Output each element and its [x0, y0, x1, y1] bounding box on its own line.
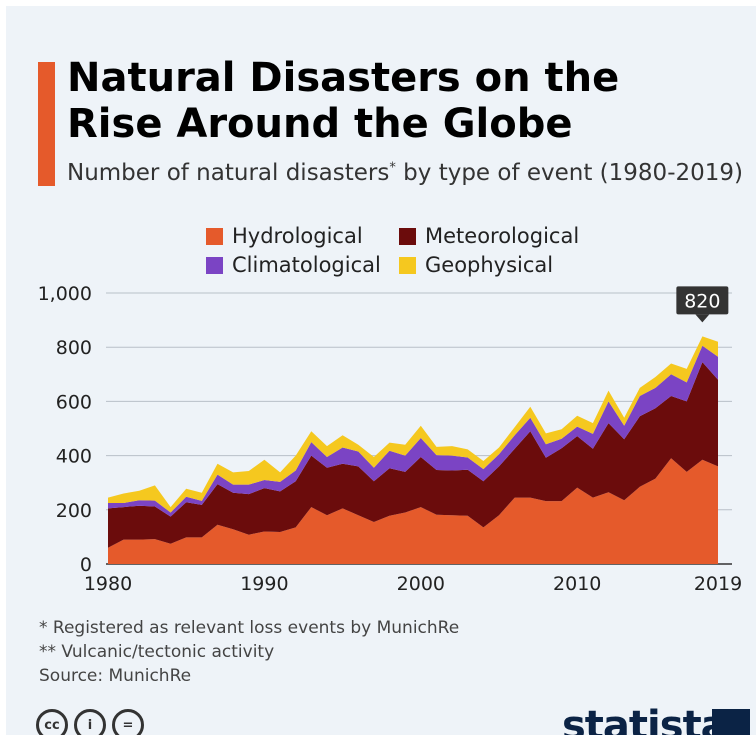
annotation-label: 820 — [684, 290, 720, 312]
x-tick-label: 2000 — [397, 573, 445, 595]
annotation-box — [676, 286, 729, 315]
source-note: Source: MunichRe — [39, 666, 192, 686]
area-hydrological — [108, 458, 718, 564]
legend-item-meteorological: Meteorological — [399, 222, 579, 250]
subtitle-text: Number of natural disasters — [67, 160, 390, 186]
attribution-icon[interactable]: i — [74, 709, 106, 735]
legend-item-geophysical: Geophysical — [399, 251, 553, 279]
y-tick-label: 200 — [56, 500, 92, 522]
legend-label-climatological: Climatological — [232, 253, 381, 277]
y-tick-label: 600 — [56, 391, 92, 413]
y-tick-label: 800 — [56, 337, 92, 359]
area-climatological — [108, 345, 718, 517]
y-tick-label: 400 — [56, 446, 92, 468]
footnotes: * Registered as relevant loss events by … — [39, 616, 459, 688]
x-tick-label: 2010 — [553, 573, 601, 595]
footnote-registered: * Registered as relevant loss events by … — [39, 618, 460, 638]
title-accent-bar — [38, 62, 55, 186]
creative-commons-icon[interactable]: cc — [36, 709, 68, 735]
subtitle-rest: by type of event (1980-2019) — [395, 160, 743, 186]
footnote-vulcanic: ** Vulcanic/tectonic activity — [39, 642, 275, 662]
legend-label-hydrological: Hydrological — [232, 224, 363, 248]
statista-logo-icon — [712, 709, 750, 735]
legend-label-meteorological: Meteorological — [425, 224, 580, 248]
y-tick-label: 1,000 — [38, 283, 92, 305]
legend-label-geophysical: Geophysical — [425, 253, 554, 277]
no-derivatives-icon[interactable]: = — [112, 709, 144, 735]
license-icons: cc i = — [36, 709, 144, 735]
y-tick-label: 0 — [80, 554, 92, 576]
annotation-pointer — [695, 314, 710, 323]
legend-swatch-meteorological — [399, 227, 416, 245]
legend-item-climatological: Climatological — [206, 251, 381, 279]
legend-swatch-climatological — [206, 256, 223, 274]
chart-subtitle: Number of natural disasters* by type of … — [67, 160, 743, 186]
area-geophysical — [108, 336, 718, 513]
x-tick-label: 1990 — [240, 573, 288, 595]
area-meteorological — [108, 362, 718, 548]
legend-item-hydrological: Hydrological — [206, 222, 363, 250]
infographic-card: Natural Disasters on the Rise Around the… — [6, 6, 756, 735]
legend-swatch-geophysical — [399, 256, 416, 274]
subtitle-footnote-mark: * — [389, 160, 396, 176]
statista-logo[interactable]: statista — [562, 703, 728, 735]
legend-swatch-hydrological — [206, 227, 223, 245]
x-tick-label: 2019 — [694, 573, 742, 595]
x-tick-label: 1980 — [84, 573, 132, 595]
chart-title: Natural Disasters on the Rise Around the… — [67, 55, 620, 147]
